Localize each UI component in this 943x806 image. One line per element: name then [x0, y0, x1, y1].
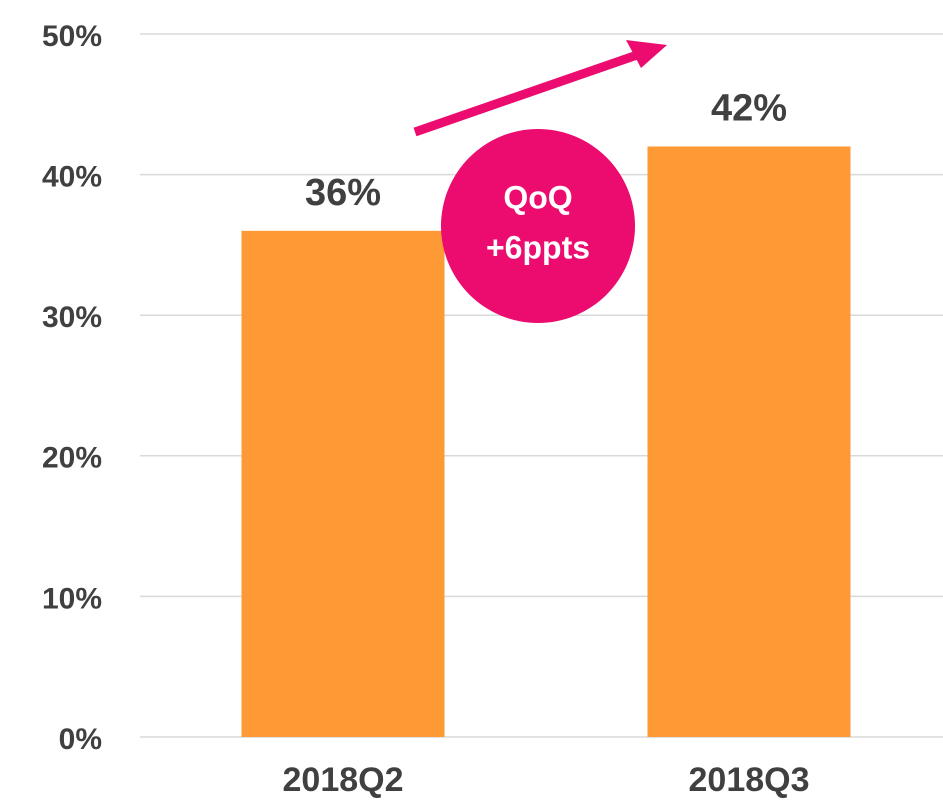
annotation-bubble — [441, 129, 635, 323]
y-tick-label: 30% — [42, 301, 102, 334]
trend-arrow — [413, 49, 642, 137]
annotation-text: QoQ — [503, 179, 572, 215]
y-tick-label: 10% — [42, 582, 102, 615]
value-label: 42% — [711, 88, 787, 130]
bars — [241, 146, 851, 738]
annotation-text: +6ppts — [486, 229, 590, 265]
arrow-head — [626, 40, 667, 68]
x-tick-label: 2018Q2 — [283, 761, 404, 799]
value-label: 36% — [305, 172, 381, 214]
y-tick-label: 0% — [59, 723, 102, 756]
bar — [241, 230, 445, 737]
y-tick-label: 20% — [42, 442, 102, 475]
y-tick-label: 50% — [42, 20, 102, 53]
bar — [647, 146, 851, 738]
y-tick-label: 40% — [42, 161, 102, 194]
x-tick-label: 2018Q3 — [689, 761, 810, 799]
